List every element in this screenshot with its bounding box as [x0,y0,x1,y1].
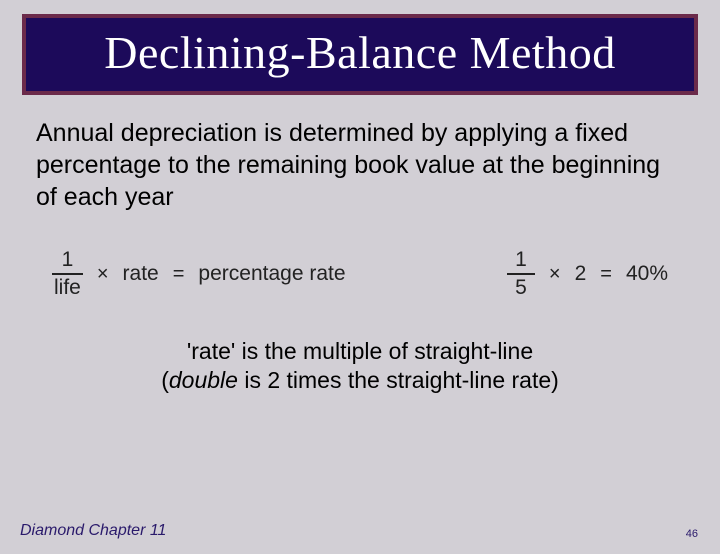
formula-left: 1 life × rate = percentage rate [52,249,346,299]
times-op: × [549,263,561,286]
equals-op: = [600,263,612,286]
frac-den: 5 [513,277,529,299]
rate-note-line1: 'rate' is the multiple of straight-line [0,337,720,366]
frac-num: 1 [513,249,529,271]
rate-note-line2: (double is 2 times the straight-line rat… [0,366,720,395]
fraction-left: 1 life [52,249,83,299]
times-op: × [97,263,109,286]
frac-den: life [52,277,83,299]
fraction-right: 1 5 [507,249,535,299]
paren-open: ( [161,367,169,393]
slide-title: Declining-Balance Method [104,27,615,78]
multiplier-term: 2 [575,262,587,286]
frac-num: 1 [60,249,76,271]
page-number: 46 [686,528,698,540]
footer-chapter: Diamond Chapter 11 [20,522,166,540]
double-italic: double [169,367,238,393]
body-paragraph: Annual depreciation is determined by app… [36,117,684,213]
rate-note-rest: is 2 times the straight-line rate) [238,367,559,393]
frac-bar [52,273,83,275]
result-percent: 40% [626,262,668,286]
frac-bar [507,273,535,275]
title-bar: Declining-Balance Method [22,14,698,95]
equals-op: = [173,263,185,286]
formula-row: 1 life × rate = percentage rate 1 5 × 2 … [52,249,668,299]
formula-right: 1 5 × 2 = 40% [507,249,668,299]
rate-note: 'rate' is the multiple of straight-line … [0,337,720,395]
rate-term: rate [123,262,159,286]
percentage-rate-term: percentage rate [198,262,345,286]
